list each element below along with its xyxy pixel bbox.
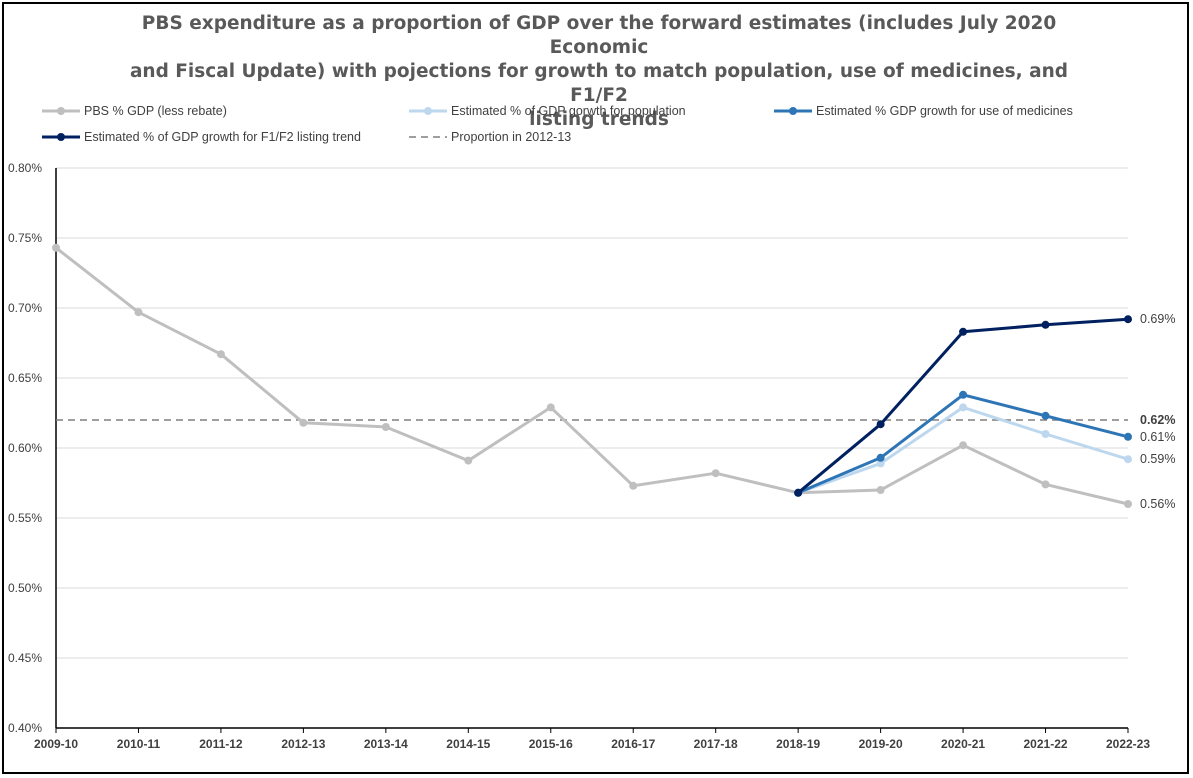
series-2-end-label: 0.61% [1140, 430, 1175, 444]
legend-item-reference: Proportion in 2012-13 [409, 130, 571, 144]
series-3-point [959, 327, 968, 336]
series-line-0 [55, 246, 1129, 506]
series-0-point [299, 418, 308, 427]
x-tick-label: 2009-10 [34, 737, 78, 751]
y-tick-label: 0.45% [8, 651, 42, 665]
legend-swatch-medicines [774, 107, 812, 115]
y-tick-label: 0.55% [8, 511, 42, 525]
x-tick-label: 2017-18 [694, 737, 738, 751]
reference-line-label: 0.62% [1140, 413, 1175, 427]
x-tick-label: 2013-14 [364, 737, 408, 751]
series-0-point [52, 243, 60, 252]
series-1-point [1124, 455, 1132, 464]
chart-title: PBS expenditure as a proportion of GDP o… [104, 12, 1094, 132]
plot-area: 0.40% 0.45% 0.50% 0.55% 0.60% 0.65% 0.70% 0.75%… [8, 161, 1175, 751]
series-3-point [1124, 315, 1132, 324]
series-3-point [794, 488, 803, 497]
legend-swatch-pbs [42, 107, 80, 115]
series-1-point [959, 403, 968, 412]
x-tick-label: 2020-21 [941, 737, 985, 751]
series-0-point [711, 469, 720, 478]
series-0-point [1041, 480, 1050, 489]
x-tick-label: 2016-17 [611, 737, 655, 751]
series-0-point [959, 441, 968, 450]
series-0-point [876, 486, 885, 494]
y-tick-label: 0.80% [8, 161, 42, 175]
series-0-point [216, 350, 225, 359]
legend-label-population: Estimated % of GDP gorwth for population [451, 104, 686, 118]
x-tick-label: 2015-16 [529, 737, 573, 751]
y-tick-label: 0.65% [8, 371, 42, 385]
legend-label-f1f2: Estimated % of GDP growth for F1/F2 list… [84, 130, 361, 144]
chart-title-line-3: listing trends [529, 109, 669, 130]
x-tick-label: 2014-15 [446, 737, 490, 751]
x-tick-label: 2022-23 [1106, 737, 1150, 751]
legend-swatch-population [409, 107, 447, 115]
legend-label-medicines: Estimated % GDP growth for use of medici… [816, 104, 1073, 118]
x-tick-label: 2019-20 [859, 737, 903, 751]
series-2-point [1041, 411, 1050, 420]
series-2-point [876, 453, 885, 462]
legend-item-f1f2: Estimated % of GDP growth for F1/F2 list… [42, 130, 361, 144]
x-tick-label: 2021-22 [1024, 737, 1068, 751]
series-3-point [876, 420, 885, 429]
y-tick-label: 0.50% [8, 581, 42, 595]
x-tick-label: 2012-13 [281, 737, 325, 751]
legend-item-pbs: PBS % GDP (less rebate) [42, 104, 227, 118]
series-0-point [629, 481, 638, 490]
series-0-point [546, 403, 555, 412]
legend-item-medicines: Estimated % GDP growth for use of medici… [774, 104, 1073, 118]
y-tick-label: 0.70% [8, 301, 42, 315]
series-0-point [1124, 500, 1132, 508]
y-tick-label: 0.40% [8, 721, 42, 735]
x-tick-label: 2018-19 [776, 737, 820, 751]
legend-label-reference: Proportion in 2012-13 [451, 130, 572, 144]
legend-swatch-f1f2 [42, 133, 80, 141]
series-0-point [134, 308, 143, 317]
series-1-end-label: 0.59% [1140, 452, 1175, 466]
series-0-point [464, 456, 473, 465]
chart-title-line-1: PBS expenditure as a proportion of GDP o… [141, 13, 1057, 58]
y-tick-label: 0.75% [8, 231, 42, 245]
series-0-end-label: 0.56% [1140, 497, 1175, 511]
series-1-point [1041, 430, 1050, 438]
legend-label-pbs: PBS % GDP (less rebate) [84, 104, 227, 118]
series-1-point [876, 459, 885, 468]
series-3-point [1041, 320, 1050, 329]
series-2-point [1124, 432, 1132, 441]
legend-item-population: Estimated % of GDP gorwth for population [409, 104, 686, 118]
y-tick-label: 0.60% [8, 441, 42, 455]
series-2-point [959, 390, 968, 399]
chart-title-line-2: and Fiscal Update) with pojections for g… [129, 61, 1069, 106]
x-tick-label: 2010-11 [117, 737, 161, 751]
x-tick-label: 2011-12 [199, 737, 243, 751]
legend-swatch-reference [409, 136, 447, 138]
series-3-end-label: 0.69% [1140, 312, 1175, 326]
series-0-point [381, 423, 390, 431]
